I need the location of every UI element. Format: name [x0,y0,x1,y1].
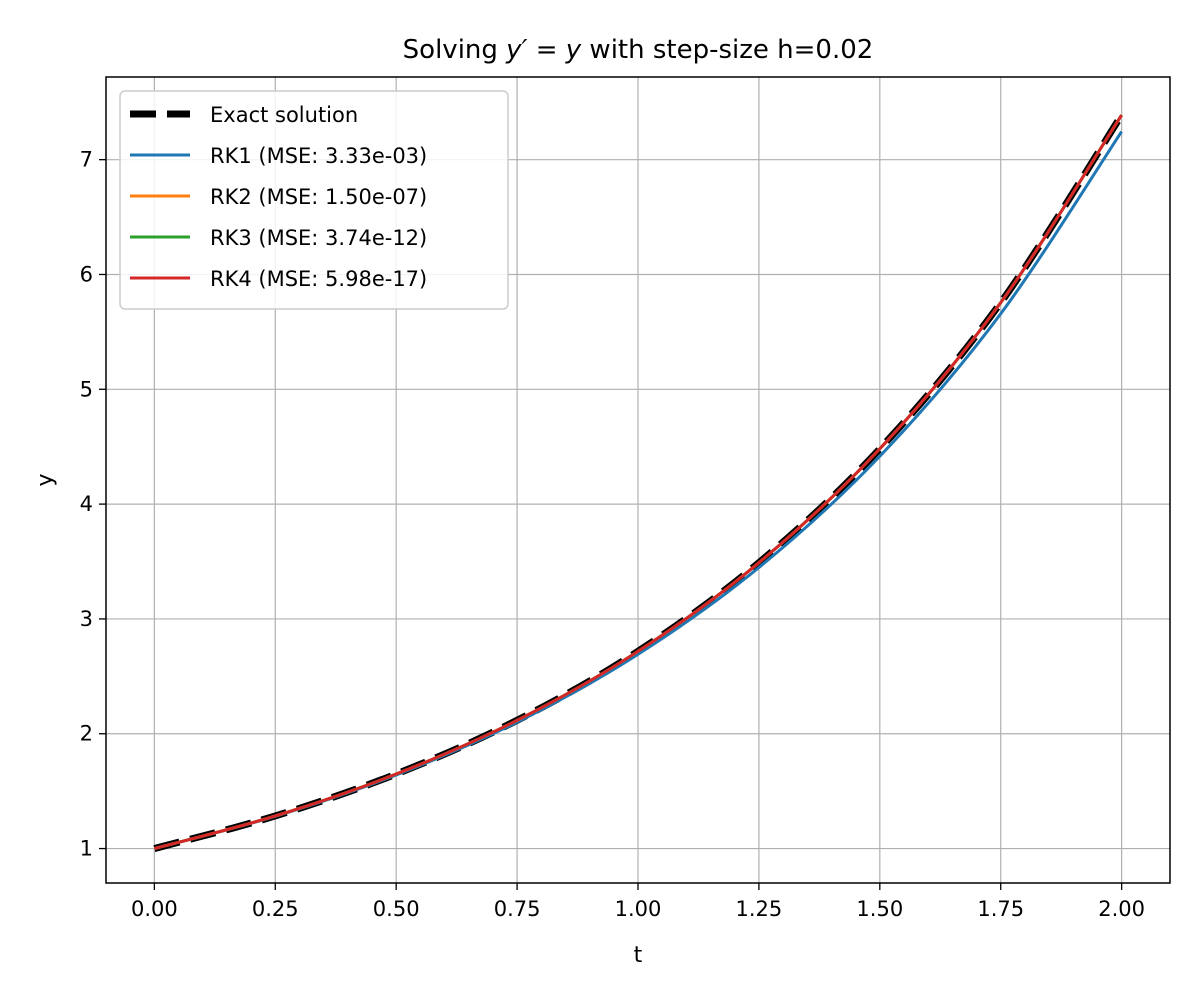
x-tick-label: 0.75 [494,897,541,921]
y-tick-label: 5 [80,377,93,401]
y-tick-label: 6 [80,262,93,286]
legend-label-rk2: RK2 (MSE: 1.50e-07) [210,185,427,209]
chart-title: Solving y′ = y with step-size h=0.02 [403,35,874,65]
y-axis-label: y [33,473,58,486]
y-tick-label: 2 [80,722,93,746]
x-tick-label: 0.50 [373,897,420,921]
y-tick-label: 4 [80,492,93,516]
x-axis-label: t [634,943,643,968]
chart-title-equation: y′ = y [505,35,582,65]
x-tick-label: 1.25 [736,897,783,921]
chart-title-prefix: Solving [403,35,507,65]
legend-label-rk4: RK4 (MSE: 5.98e-17) [210,267,427,291]
x-tick-label: 1.75 [977,897,1024,921]
y-axis-ticks: 1 2 3 4 5 6 7 [80,148,106,861]
series-line-rk4 [153,114,1123,851]
legend-label-rk1: RK1 (MSE: 3.33e-03) [210,144,427,168]
x-tick-label: 1.50 [856,897,903,921]
y-tick-label: 3 [80,607,93,631]
x-tick-label: 0.00 [131,897,178,921]
x-tick-label: 0.25 [252,897,299,921]
x-tick-label: 1.00 [615,897,662,921]
chart-title-suffix: with step-size h=0.02 [581,35,873,65]
plot-lines [153,113,1125,852]
y-tick-label: 7 [80,148,93,172]
x-axis-ticks: 0.00 0.25 0.50 0.75 1.00 1.25 1.50 1.75 2.00 [131,883,1145,921]
legend-label-rk3: RK3 (MSE: 3.74e-12) [210,226,427,250]
legend: Exact solution RK1 (MSE: 3.33e-03) RK2 (MS… [119,90,509,310]
legend-label-exact: Exact solution [210,103,358,127]
x-tick-label: 2.00 [1098,897,1145,921]
y-tick-label: 1 [80,837,93,861]
legend-box [119,90,509,310]
